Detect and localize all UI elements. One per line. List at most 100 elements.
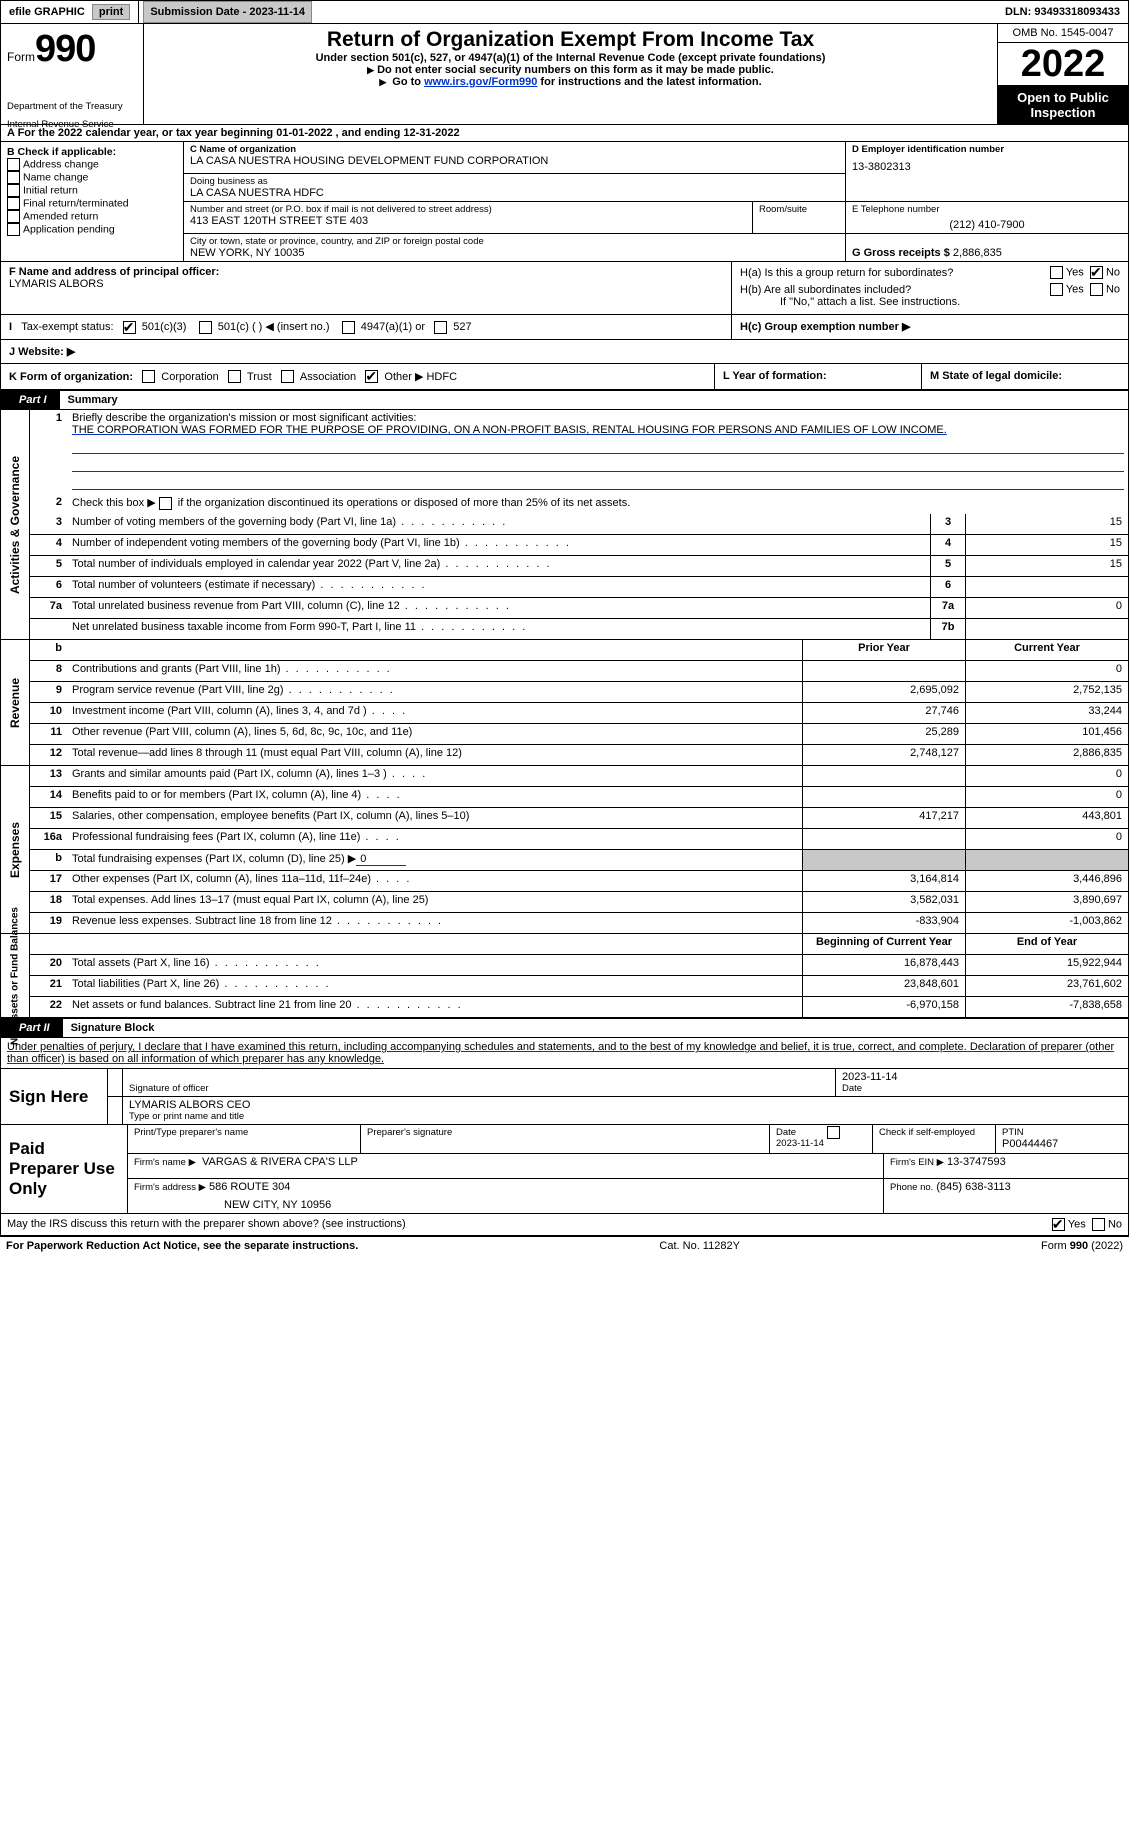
q16b: Total fundraising expenses (Part IX, col…	[68, 850, 802, 870]
q7a: Total unrelated business revenue from Pa…	[68, 598, 930, 618]
check-self: Check if self-employed	[879, 1127, 975, 1138]
part2-title: Signature Block	[62, 1019, 1128, 1037]
cb-hb-no[interactable]	[1090, 283, 1103, 296]
perjury-text: Under penalties of perjury, I declare th…	[1, 1038, 1128, 1069]
room-label: Room/suite	[759, 204, 839, 215]
ein-value: 13-3802313	[852, 161, 1122, 173]
cb-name-change[interactable]	[7, 171, 20, 184]
cb-final-return[interactable]	[7, 197, 20, 210]
q15: Salaries, other compensation, employee b…	[68, 808, 802, 828]
q9: Program service revenue (Part VIII, line…	[68, 682, 802, 702]
cb-discontinued[interactable]	[159, 497, 172, 510]
b21: 23,848,601	[802, 976, 965, 996]
p18: 3,582,031	[802, 892, 965, 912]
row-k: K Form of organization: Corporation Trus…	[0, 364, 1129, 391]
header-grid: B Check if applicable: Address change Na…	[0, 142, 1129, 262]
firm-addr-label: Firm's address ▶	[134, 1182, 206, 1193]
cb-app-pending[interactable]	[7, 223, 20, 236]
cb-discuss-no[interactable]	[1092, 1218, 1105, 1231]
dba-value: LA CASA NUESTRA HDFC	[190, 187, 839, 199]
cb-self-employed[interactable]	[827, 1126, 840, 1139]
cb-discuss-yes[interactable]	[1052, 1218, 1065, 1231]
p8	[802, 661, 965, 681]
cb-hb-yes[interactable]	[1050, 283, 1063, 296]
cb-527[interactable]	[434, 321, 447, 334]
sig-officer-label: Signature of officer	[129, 1083, 829, 1094]
v16b: 0	[356, 853, 406, 866]
q14: Benefits paid to or for members (Part IX…	[68, 787, 802, 807]
hb-label: H(b) Are all subordinates included?	[740, 284, 1050, 296]
p14	[802, 787, 965, 807]
q6: Total number of volunteers (estimate if …	[68, 577, 930, 597]
end-year-head: End of Year	[965, 934, 1128, 954]
form-header: Form990 Department of the Treasury Inter…	[0, 24, 1129, 125]
city-label: City or town, state or province, country…	[190, 236, 839, 247]
q12: Total revenue—add lines 8 through 11 (mu…	[68, 745, 802, 765]
section-activities: Activities & Governance 1 Briefly descri…	[0, 410, 1129, 640]
c10: 33,244	[965, 703, 1128, 723]
e22: -7,838,658	[965, 997, 1128, 1017]
cb-amended[interactable]	[7, 210, 20, 223]
website-label: J Website: ▶	[9, 346, 75, 358]
efile-label: efile GRAPHIC print	[1, 1, 139, 23]
print-button[interactable]: print	[92, 4, 130, 20]
discuss-row: May the IRS discuss this return with the…	[1, 1214, 1128, 1235]
part1-header: Part I Summary	[0, 390, 1129, 410]
cb-ha-no[interactable]	[1090, 266, 1103, 279]
cb-501c3[interactable]	[123, 321, 136, 334]
q13: Grants and similar amounts paid (Part IX…	[68, 766, 802, 786]
q18: Total expenses. Add lines 13–17 (must eq…	[68, 892, 802, 912]
gross-value: 2,886,835	[953, 247, 1002, 259]
sig-date-label: Date	[842, 1083, 1122, 1094]
officer-label: F Name and address of principal officer:	[9, 266, 723, 278]
q10: Investment income (Part VIII, column (A)…	[68, 703, 802, 723]
row-f-h: F Name and address of principal officer:…	[0, 262, 1129, 315]
cb-initial-return[interactable]	[7, 184, 20, 197]
v4: 15	[965, 535, 1128, 555]
b20: 16,878,443	[802, 955, 965, 975]
prep-sig-label: Preparer's signature	[367, 1127, 763, 1138]
page-footer: For Paperwork Reduction Act Notice, see …	[0, 1236, 1129, 1255]
cb-other[interactable]	[365, 370, 378, 383]
tel-label: E Telephone number	[852, 204, 1122, 215]
q20: Total assets (Part X, line 16)	[68, 955, 802, 975]
col-b-checkboxes: B Check if applicable: Address change Na…	[1, 142, 184, 261]
section-net-assets: Net Assets or Fund Balances Beginning of…	[0, 934, 1129, 1018]
gross-label: G Gross receipts $	[852, 247, 950, 259]
irs-link[interactable]: www.irs.gov/Form990	[424, 76, 537, 88]
cb-trust[interactable]	[228, 370, 241, 383]
c16a: 0	[965, 829, 1128, 849]
v6	[965, 577, 1128, 597]
ptin-value: P00444467	[1002, 1138, 1122, 1150]
footer-right: Form 990 (2022)	[1041, 1240, 1123, 1252]
p12: 2,748,127	[802, 745, 965, 765]
q4: Number of independent voting members of …	[68, 535, 930, 555]
q19: Revenue less expenses. Subtract line 18 …	[68, 913, 802, 933]
addr-label: Number and street (or P.O. box if mail i…	[190, 204, 746, 215]
m-label: M State of legal domicile:	[930, 370, 1062, 382]
tel-value: (212) 410-7900	[852, 219, 1122, 231]
paid-preparer-label: Paid Preparer Use Only	[1, 1125, 128, 1213]
cb-4947[interactable]	[342, 321, 355, 334]
prep-date: 2023-11-14	[776, 1138, 866, 1149]
name-title-label: Type or print name and title	[129, 1111, 1122, 1122]
q16a: Professional fundraising fees (Part IX, …	[68, 829, 802, 849]
cb-assoc[interactable]	[281, 370, 294, 383]
p11: 25,289	[802, 724, 965, 744]
cb-ha-yes[interactable]	[1050, 266, 1063, 279]
k-other-value: HDFC	[426, 371, 457, 383]
cb-address-change[interactable]	[7, 158, 20, 171]
e20: 15,922,944	[965, 955, 1128, 975]
q8: Contributions and grants (Part VIII, lin…	[68, 661, 802, 681]
city-value: NEW YORK, NY 10035	[190, 247, 839, 259]
v3: 15	[965, 514, 1128, 534]
col-b-head: B Check if applicable:	[7, 146, 177, 158]
cb-corp[interactable]	[142, 370, 155, 383]
cb-501c[interactable]	[199, 321, 212, 334]
org-name-label: C Name of organization	[190, 144, 839, 155]
phone-label: Phone no.	[890, 1182, 933, 1193]
current-year-head: Current Year	[965, 640, 1128, 660]
signature-block: Under penalties of perjury, I declare th…	[0, 1038, 1129, 1236]
dln: DLN: 93493318093433	[997, 1, 1128, 23]
row-i: I Tax-exempt status: 501(c)(3) 501(c) ( …	[0, 315, 1129, 340]
